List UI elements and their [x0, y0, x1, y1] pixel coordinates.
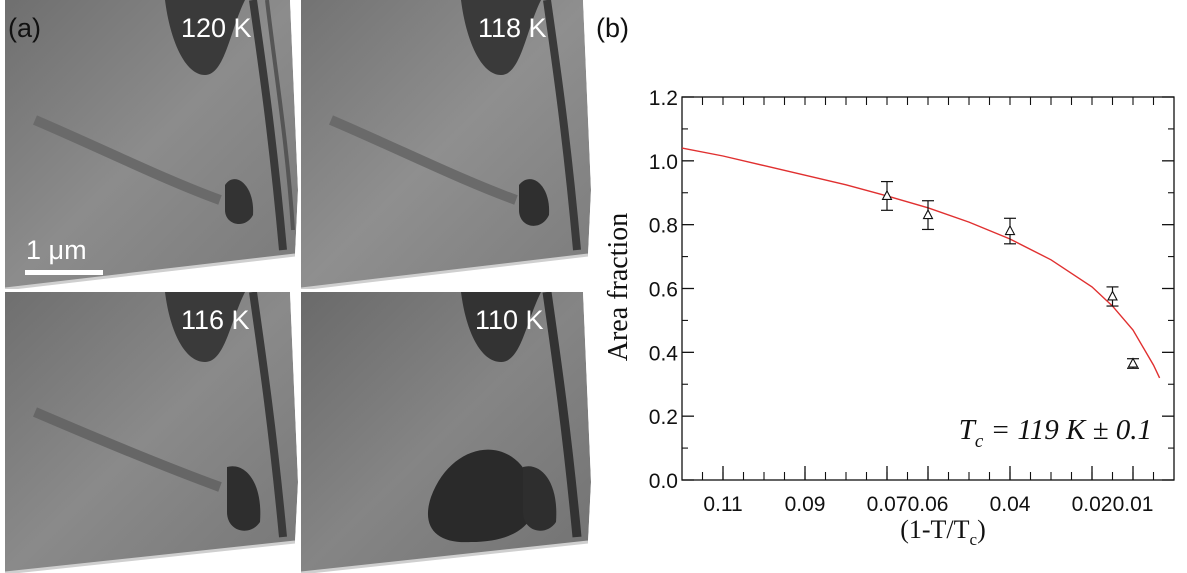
y-tick-label: 0.4 — [649, 342, 679, 365]
plot-layer: 0.0 0.2 0.4 0.6 0.8 1.0 1.2 0.11 0.09 0.07 0.06 0.0… — [649, 87, 1175, 516]
y-tick-label: 0.0 — [649, 470, 678, 493]
temperature-label-116k: 116 K — [181, 305, 250, 335]
micro-image-120k — [5, 0, 298, 289]
data-point — [1004, 224, 1016, 236]
fit-line — [681, 147, 1161, 379]
micro-image-110k — [301, 292, 591, 573]
x-tick-label: 0.07 — [867, 493, 908, 516]
temperature-label-120k: 120 K — [181, 13, 252, 43]
y-tick-label: 1.0 — [649, 151, 678, 174]
tc-annotation-rest: = 119 K ± 0.1 — [983, 414, 1152, 446]
temperature-label-118k: 118 K — [478, 13, 547, 43]
data-point — [922, 208, 934, 220]
temperature-label-110k: 110 K — [475, 305, 544, 335]
tc-annotation-sub: c — [975, 431, 984, 452]
tc-annotation: Tc = 119 K ± 0.1 — [959, 414, 1152, 452]
x-tick-label: 0.09 — [785, 493, 826, 516]
x-tick-label: 0.06 — [908, 493, 949, 516]
x-axis-label-sub: c — [970, 530, 978, 549]
x-axis-label-main: (1-T/T — [900, 515, 969, 544]
y-axis-label: Area fraction — [603, 213, 634, 361]
x-tick-label: 0.04 — [990, 493, 1031, 516]
x-axis-label: (1-T/Tc) — [900, 515, 986, 549]
data-point — [1127, 357, 1139, 368]
area-fraction-chart: (b) 0.00.20.40.60.81.01.20.11 0.09 0.07 0.0… — [596, 13, 1175, 549]
y-tick-label: 0.6 — [649, 279, 678, 302]
y-tick-label: 0.2 — [649, 406, 678, 429]
tc-annotation-main: T — [959, 414, 977, 446]
data-point — [1107, 290, 1118, 301]
micro-image-116k — [5, 292, 298, 573]
y-tick-label: 0.8 — [649, 215, 678, 238]
panel-b-label: (b) — [596, 13, 629, 43]
y-tick-label: 1.2 — [649, 87, 678, 110]
x-tick-label: 0.01 — [1113, 493, 1154, 516]
data-point — [881, 189, 893, 200]
panel-a-label: (a) — [8, 13, 41, 43]
scale-bar — [25, 270, 103, 275]
x-axis-label-end: ) — [977, 515, 986, 544]
scale-bar-label: 1 μm — [26, 235, 87, 265]
x-tick-label: 0.11 — [703, 493, 742, 516]
x-tick-label: 0.02 — [1072, 493, 1113, 516]
micro-image-118k — [301, 0, 591, 289]
